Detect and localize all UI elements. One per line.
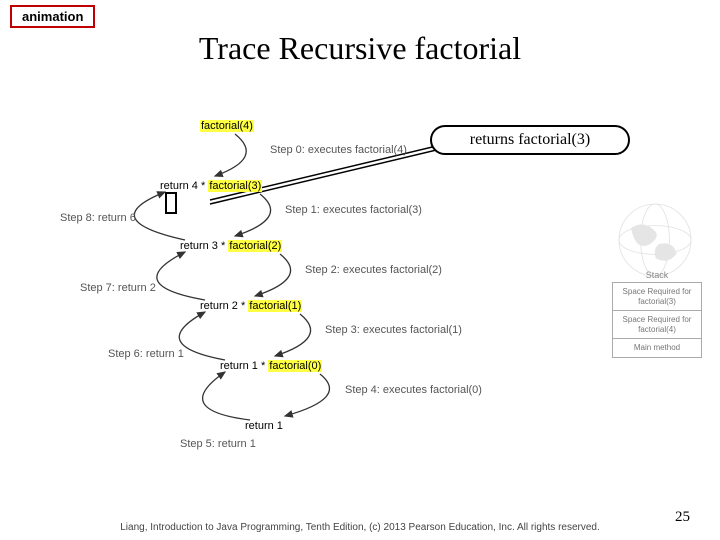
arrow-layer bbox=[50, 120, 570, 480]
node-factorial-4: factorial(4) bbox=[200, 120, 254, 132]
footer-citation: Liang, Introduction to Java Programming,… bbox=[0, 522, 720, 534]
trace-diagram: factorial(4) return 4 * factorial(3) ret… bbox=[50, 120, 570, 480]
pre: return 4 * bbox=[160, 180, 208, 192]
page-number: 25 bbox=[675, 509, 690, 526]
animation-badge: animation bbox=[10, 5, 95, 28]
stack-cell: Main method bbox=[612, 338, 702, 358]
stack-cell: Space Required for factorial(3) bbox=[612, 282, 702, 310]
step-3: Step 3: executes factorial(1) bbox=[325, 324, 462, 336]
hl: factorial(1) bbox=[248, 300, 302, 312]
stack-cell: Space Required for factorial(4) bbox=[612, 310, 702, 338]
pre: return 2 * bbox=[200, 300, 248, 312]
globe-watermark-icon bbox=[600, 200, 710, 280]
pre: return 1 bbox=[245, 420, 283, 432]
step-0: Step 0: executes factorial(4) bbox=[270, 144, 407, 156]
step-6: Step 6: return 1 bbox=[108, 348, 184, 360]
step-7: Step 7: return 2 bbox=[80, 282, 156, 294]
step-8: Step 8: return 6 bbox=[60, 212, 136, 224]
node-return-1: return 1 * factorial(0) bbox=[220, 360, 322, 372]
node-return-2: return 2 * factorial(1) bbox=[200, 300, 302, 312]
pre: return 3 * bbox=[180, 240, 228, 252]
step-4: Step 4: executes factorial(0) bbox=[345, 384, 482, 396]
callout-bubble: returns factorial(3) bbox=[430, 125, 630, 155]
hl: factorial(2) bbox=[228, 240, 282, 252]
step-1: Step 1: executes factorial(3) bbox=[285, 204, 422, 216]
page-title: Trace Recursive factorial bbox=[0, 30, 720, 67]
pre: return 1 * bbox=[220, 360, 268, 372]
hl: factorial(4) bbox=[200, 120, 254, 132]
hl: factorial(0) bbox=[268, 360, 322, 372]
step-5: Step 5: return 1 bbox=[180, 438, 256, 450]
step-2: Step 2: executes factorial(2) bbox=[305, 264, 442, 276]
hl: factorial(3) bbox=[208, 180, 262, 192]
node-return-4: return 4 * factorial(3) bbox=[160, 180, 262, 192]
node-return-0: return 1 bbox=[245, 420, 283, 432]
call-stack: Stack Space Required for factorial(3) Sp… bbox=[612, 270, 702, 358]
node-return-3: return 3 * factorial(2) bbox=[180, 240, 282, 252]
stack-label: Stack bbox=[612, 270, 702, 280]
current-indicator bbox=[165, 192, 177, 214]
